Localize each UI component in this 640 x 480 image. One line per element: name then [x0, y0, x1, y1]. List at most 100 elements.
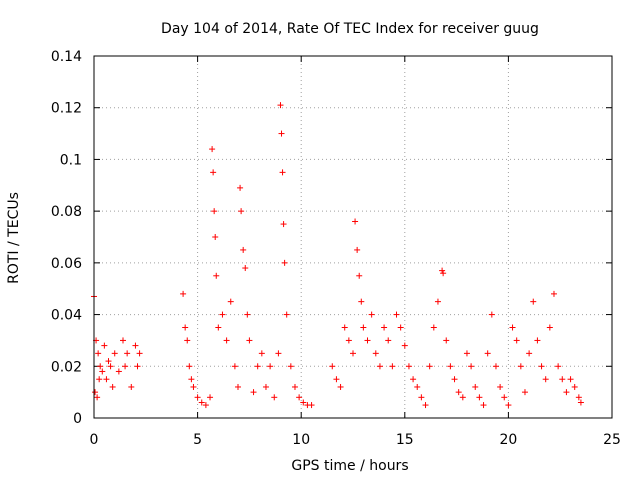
data-point: [231, 363, 238, 370]
data-point: [546, 324, 553, 331]
data-point: [401, 342, 408, 349]
data-point: [526, 350, 533, 357]
x-tick-label: 5: [193, 432, 202, 448]
data-point: [291, 383, 298, 390]
data-point: [534, 337, 541, 344]
data-point: [281, 259, 288, 266]
y-tick-label: 0.08: [51, 204, 82, 220]
data-point: [459, 394, 466, 401]
data-point: [250, 389, 257, 396]
data-point: [434, 298, 441, 305]
data-point: [105, 358, 112, 365]
data-point: [240, 246, 247, 253]
data-point: [210, 169, 217, 176]
x-tick-label: 15: [396, 432, 414, 448]
data-point: [368, 311, 375, 318]
data-point: [559, 376, 566, 383]
data-point: [567, 376, 574, 383]
data-point: [443, 337, 450, 344]
data-point: [254, 363, 261, 370]
data-point: [492, 363, 499, 370]
data-point: [422, 402, 429, 409]
data-point: [202, 402, 209, 409]
data-point: [538, 363, 545, 370]
data-point: [410, 376, 417, 383]
data-point: [262, 383, 269, 390]
y-tick-label: 0.06: [51, 256, 82, 272]
data-point: [451, 376, 458, 383]
data-point: [235, 383, 242, 390]
data-point: [563, 389, 570, 396]
data-point: [571, 383, 578, 390]
data-point: [440, 270, 447, 277]
data-point: [480, 402, 487, 409]
data-point: [237, 184, 244, 191]
data-point: [308, 402, 315, 409]
y-axis-label: ROTI / TECUs: [6, 192, 22, 284]
data-point: [345, 337, 352, 344]
data-point: [358, 298, 365, 305]
data-point: [136, 350, 143, 357]
data-point: [227, 298, 234, 305]
data-point: [219, 311, 226, 318]
data-point: [213, 272, 220, 279]
data-point: [92, 389, 99, 396]
data-point: [455, 389, 462, 396]
data-point: [182, 324, 189, 331]
data-point: [277, 102, 284, 109]
data-point: [577, 399, 584, 406]
x-tick-label: 0: [90, 432, 99, 448]
data-point: [111, 350, 118, 357]
y-tick-label: 0.02: [51, 359, 82, 375]
data-point: [215, 324, 222, 331]
data-point: [103, 376, 110, 383]
data-point: [439, 267, 446, 274]
x-tick-label: 25: [603, 432, 621, 448]
data-point: [501, 394, 508, 401]
data-point: [258, 350, 265, 357]
data-point: [242, 265, 249, 272]
data-point: [244, 311, 251, 318]
y-tick-label: 0.04: [51, 308, 82, 324]
data-point: [509, 324, 516, 331]
data-point: [207, 394, 214, 401]
data-point: [134, 363, 141, 370]
data-point: [267, 363, 274, 370]
data-point: [555, 363, 562, 370]
data-point: [376, 363, 383, 370]
data-point: [194, 394, 201, 401]
data-point: [223, 337, 230, 344]
data-point: [472, 383, 479, 390]
data-point: [300, 399, 307, 406]
data-point: [212, 234, 219, 240]
y-tick-label: 0: [73, 411, 82, 427]
data-point: [246, 337, 253, 344]
y-tick-label: 0.14: [51, 49, 82, 65]
data-point: [209, 146, 216, 153]
data-point: [513, 337, 520, 344]
data-point: [96, 376, 103, 383]
data-point: [275, 350, 282, 357]
data-point: [397, 324, 404, 331]
data-point: [122, 363, 129, 370]
data-point: [354, 246, 361, 253]
x-tick-label: 20: [499, 432, 517, 448]
x-tick-label: 10: [292, 432, 310, 448]
data-point: [530, 298, 537, 305]
data-point: [296, 394, 303, 401]
data-point: [97, 363, 104, 370]
data-point: [279, 169, 286, 176]
data-point: [447, 363, 454, 370]
data-point: [184, 337, 191, 344]
data-point: [180, 290, 187, 297]
data-point: [95, 350, 102, 357]
data-point: [132, 342, 139, 349]
data-point: [405, 363, 412, 370]
data-point: [497, 383, 504, 390]
data-point: [517, 363, 524, 370]
y-tick-label: 0.12: [51, 101, 82, 117]
data-point: [107, 363, 114, 370]
data-point: [550, 290, 557, 297]
data-point: [542, 376, 549, 383]
data-point: [271, 394, 278, 401]
